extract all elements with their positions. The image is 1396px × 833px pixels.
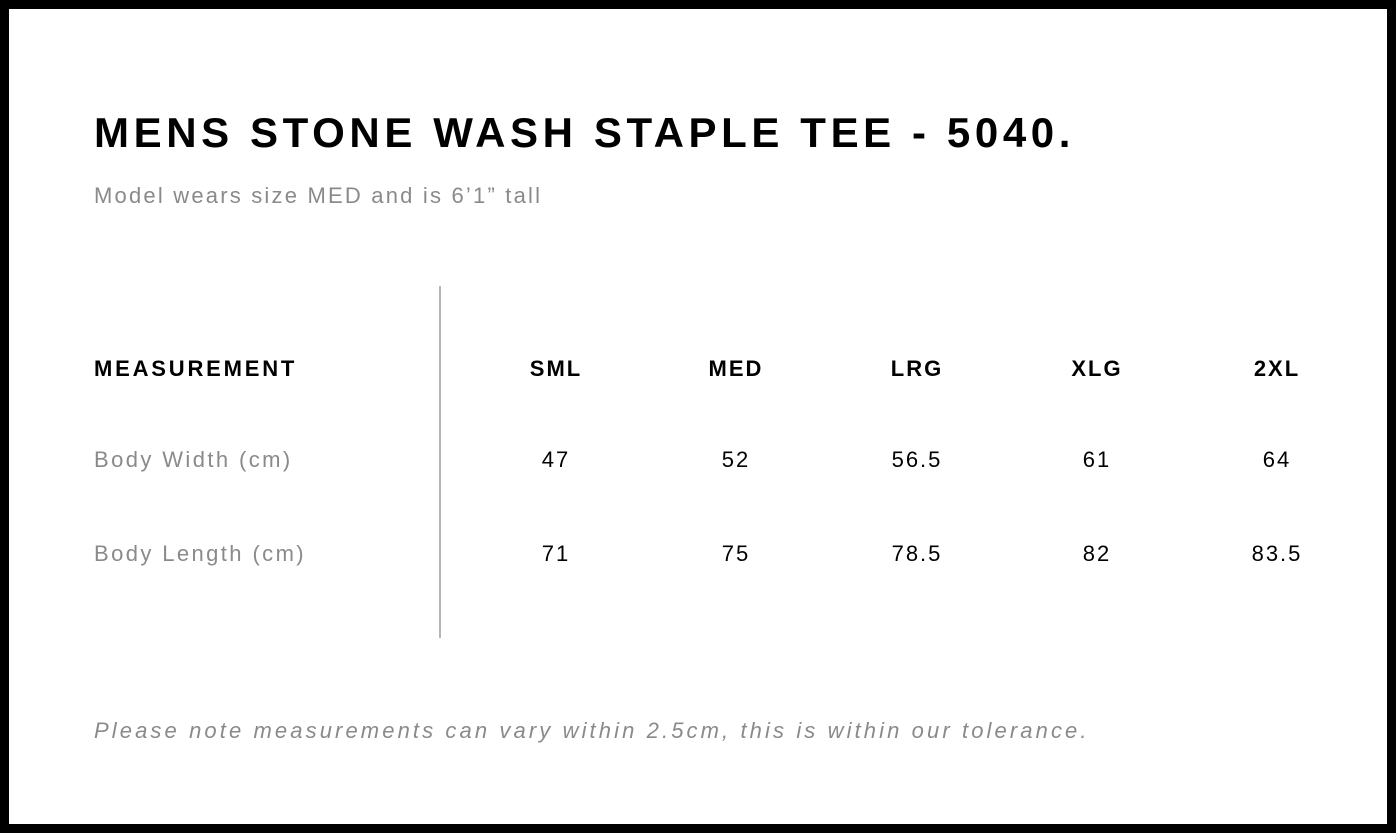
header-size: MED <box>708 356 764 381</box>
cell-value: 61 <box>1082 447 1112 472</box>
cell-value: 82 <box>1082 541 1112 566</box>
size-chart-card: MENS STONE WASH STAPLE TEE - 5040. Model… <box>9 9 1387 824</box>
header-size: 2XL <box>1253 356 1301 381</box>
cell-value: 56.5 <box>891 447 943 472</box>
cell-value: 47 <box>541 447 571 472</box>
cell-value: 75 <box>721 541 751 566</box>
column-divider <box>439 286 441 638</box>
header-size: XLG <box>1071 356 1123 381</box>
cell-value: 64 <box>1262 447 1292 472</box>
row-label: Body Width (cm) <box>94 447 293 472</box>
cell-value: 78.5 <box>891 541 943 566</box>
row-label: Body Length (cm) <box>94 541 307 566</box>
header-measurement: MEASUREMENT <box>94 356 298 381</box>
cell-value: 52 <box>721 447 751 472</box>
model-info: Model wears size MED and is 6’1” tall <box>94 183 543 208</box>
header-size: SML <box>529 356 583 381</box>
cell-value: 83.5 <box>1251 541 1303 566</box>
header-size: LRG <box>890 356 944 381</box>
tolerance-note: Please note measurements can vary within… <box>94 718 1090 743</box>
page-title: MENS STONE WASH STAPLE TEE - 5040. <box>94 109 1076 156</box>
cell-value: 71 <box>541 541 571 566</box>
